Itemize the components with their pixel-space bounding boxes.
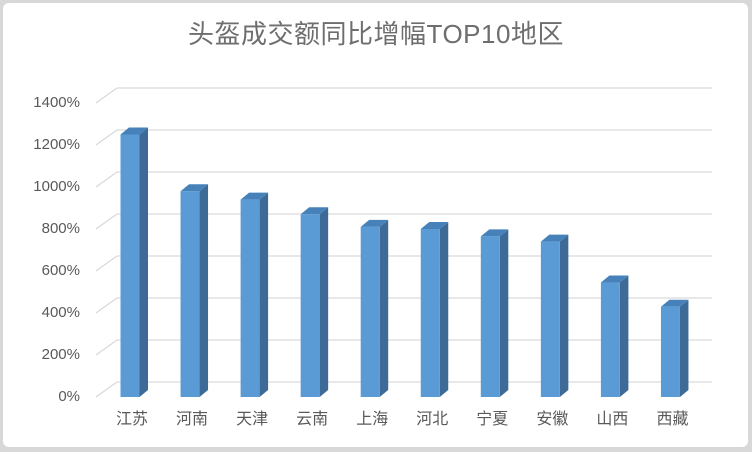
x-category-label: 西藏 <box>656 410 688 428</box>
bar-front-face <box>660 306 680 397</box>
chart-title: 头盔成交额同比增幅TOP10地区 <box>188 19 564 49</box>
bar-天津 <box>240 192 269 397</box>
x-category-label: 天津 <box>236 410 268 428</box>
y-tick-label: 400% <box>42 304 80 321</box>
bar-front-face <box>180 191 200 397</box>
bar-top-face <box>540 234 569 242</box>
y-tick-label: 200% <box>42 346 80 363</box>
bar-side-face <box>679 299 689 397</box>
axis-depth-tick <box>95 129 118 146</box>
bar-河南 <box>180 184 209 397</box>
y-tick-label: 0% <box>58 388 80 405</box>
bar-top-face <box>120 127 148 135</box>
x-category-label: 上海 <box>356 410 388 428</box>
bar-top-face <box>480 229 509 237</box>
y-tick-label: 1000% <box>33 178 80 195</box>
bar-side-face <box>379 219 389 397</box>
x-category-label: 宁夏 <box>476 410 508 428</box>
bar-top-face <box>420 222 449 229</box>
bar-top-face <box>600 275 629 283</box>
x-category-label: 云南 <box>296 410 328 428</box>
bar-side-face <box>619 275 629 397</box>
bar-front-face <box>120 134 140 397</box>
bar-side-face <box>439 222 449 397</box>
x-category-label: 山西 <box>596 410 628 428</box>
axis-depth-tick <box>95 87 118 104</box>
x-category-label: 河南 <box>176 410 208 428</box>
y-tick-label: 1200% <box>33 136 80 153</box>
bar-front-face <box>480 236 500 397</box>
axis-depth-tick <box>95 213 118 230</box>
axis-depth-tick <box>95 255 118 272</box>
bar-front-face <box>540 241 560 397</box>
bar-side-face <box>559 234 569 397</box>
bar-side-face <box>199 184 209 397</box>
bar-西藏 <box>660 299 689 397</box>
bar-side-face <box>319 207 329 397</box>
bar-front-face <box>600 282 620 397</box>
bar-top-face <box>180 184 209 192</box>
bar-安徽 <box>540 234 569 397</box>
axis-depth-tick <box>95 381 118 398</box>
bar-side-face <box>259 192 269 397</box>
y-tick-label: 1400% <box>33 94 80 111</box>
bar-front-face <box>240 199 260 397</box>
bar-top-face <box>300 207 329 215</box>
bar-宁夏 <box>480 229 509 397</box>
y-tick-label: 600% <box>42 262 80 279</box>
bar-云南 <box>300 207 329 397</box>
bar-河北 <box>420 222 449 397</box>
bar-top-face <box>240 192 269 200</box>
bar-山西 <box>600 275 629 397</box>
bar-side-face <box>139 127 148 397</box>
axis-depth-tick <box>95 339 118 356</box>
bar-上海 <box>360 219 389 397</box>
axis-depth-tick <box>95 171 118 188</box>
bar-front-face <box>300 214 320 397</box>
bar-side-face <box>499 229 509 397</box>
bar-top-face <box>660 299 689 307</box>
axis-depth-tick <box>95 297 118 314</box>
bar-江苏 <box>120 127 148 397</box>
x-category-label: 安徽 <box>536 410 568 428</box>
x-category-label: 河北 <box>416 410 448 428</box>
y-tick-label: 800% <box>42 220 80 237</box>
bar-front-face <box>360 226 380 397</box>
bar-front-face <box>420 229 440 397</box>
x-category-label: 江苏 <box>116 410 148 428</box>
bar-top-face <box>360 219 389 227</box>
